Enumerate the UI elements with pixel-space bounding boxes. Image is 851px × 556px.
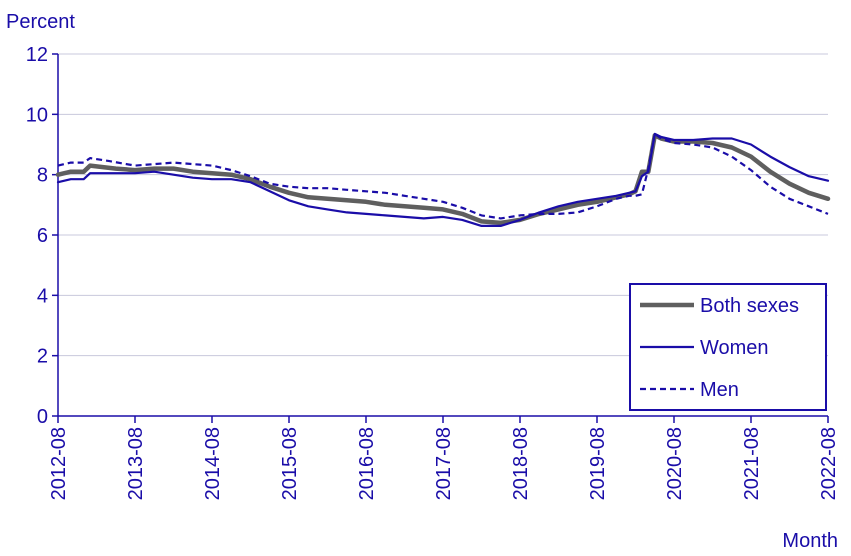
y-tick-label: 12 (26, 44, 48, 66)
axes: 0 2 4 6 8 10 12 2012-08 2013-08 2014-08 2015-08 201… (26, 44, 840, 500)
x-tick-label: 2020-08 (664, 427, 686, 500)
x-tick-label: 2018-08 (510, 427, 532, 500)
y-tick-label: 8 (37, 165, 48, 187)
x-tick-label: 2019-08 (587, 427, 609, 500)
y-tick-label: 10 (26, 104, 48, 126)
legend-label-both: Both sexes (700, 295, 799, 317)
x-tick-label: 2013-08 (125, 427, 147, 500)
y-tick-label: 6 (37, 225, 48, 247)
x-tick-label: 2012-08 (48, 427, 70, 500)
legend: Both sexes Women Men (629, 283, 827, 411)
y-tick-label: 0 (37, 406, 48, 428)
y-tick-label: 4 (37, 285, 48, 307)
series-lines (55, 132, 831, 227)
x-tick-label: 2015-08 (279, 427, 301, 500)
legend-label-men: Men (700, 379, 739, 401)
series-line-both (55, 133, 831, 226)
x-tick-label: 2016-08 (356, 427, 378, 500)
x-axis-title: Month (782, 530, 838, 552)
series-line-men (57, 132, 829, 220)
y-axis-title: Percent (6, 11, 75, 33)
x-tick-label: 2021-08 (741, 427, 763, 500)
x-tick-label: 2014-08 (202, 427, 224, 500)
x-tick-label: 2022-08 (818, 427, 840, 500)
legend-label-women: Women (700, 337, 769, 359)
y-tick-label: 2 (37, 346, 48, 368)
x-tick-label: 2017-08 (433, 427, 455, 500)
series-line-women (56, 132, 830, 227)
